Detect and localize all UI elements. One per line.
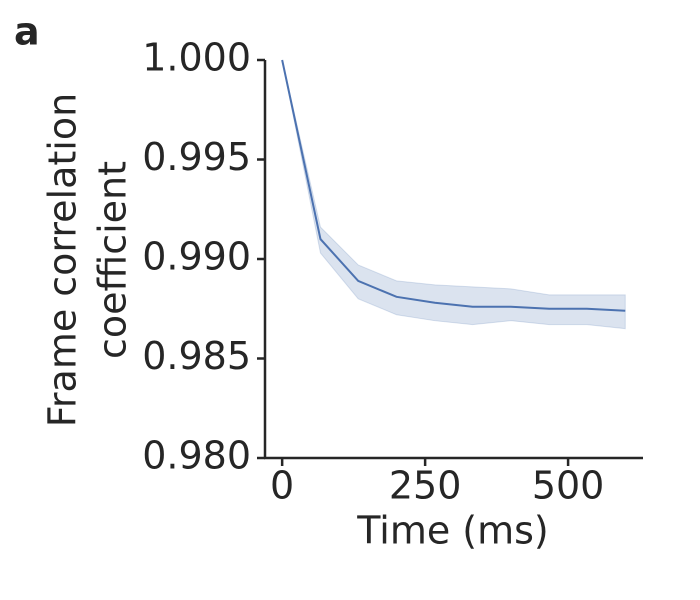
x-tick-label: 250 [389,464,462,508]
y-tick-label: 1.000 [142,36,251,80]
line [281,59,626,312]
panel-label: a [14,10,40,54]
y-tick-label: 0.990 [142,235,251,279]
y-tick-label: 0.995 [142,135,251,179]
x-tick-label: 0 [270,464,294,508]
y-tick-label: 0.980 [142,434,251,478]
y-axis-label: Frame correlation [41,93,85,427]
x-tick-label: 500 [532,464,605,508]
confidence-band [281,59,626,330]
y-axis-label: coefficient [91,161,135,359]
x-axis-label: Time (ms) [356,509,549,553]
y-tick-label: 0.985 [142,334,251,378]
